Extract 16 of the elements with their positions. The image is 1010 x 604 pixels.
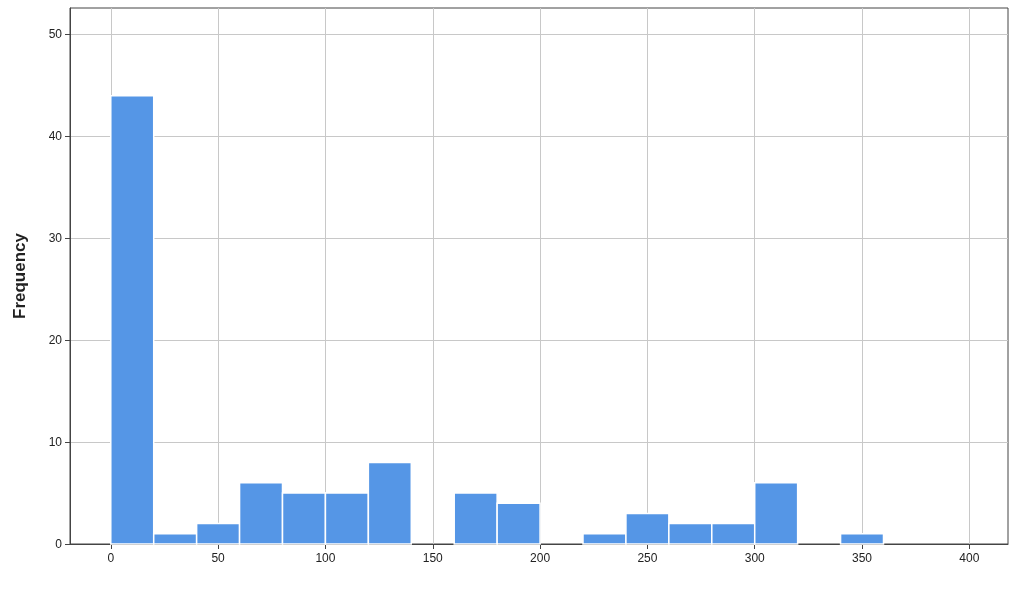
x-tick-label: 100 xyxy=(315,551,336,565)
x-tick-label: 250 xyxy=(637,551,658,565)
x-tick-label: 400 xyxy=(959,551,980,565)
y-tick-label: 30 xyxy=(48,231,63,246)
y-tick-label: 50 xyxy=(48,27,63,42)
x-tick-label: 200 xyxy=(530,551,551,565)
y-axis-title: Frequency xyxy=(10,232,29,319)
y-tick-label: 0 xyxy=(55,537,63,551)
y-tick-label: 40 xyxy=(48,129,63,144)
y-tick-label: 10 xyxy=(48,435,63,450)
x-tick-label: 150 xyxy=(422,551,444,565)
y-tick-label: 20 xyxy=(48,333,63,348)
x-tick-label: 350 xyxy=(852,551,873,565)
x-tick-label: 0 xyxy=(107,551,115,565)
x-tick-label: 300 xyxy=(744,551,766,565)
x-tick-label: 50 xyxy=(211,551,226,565)
